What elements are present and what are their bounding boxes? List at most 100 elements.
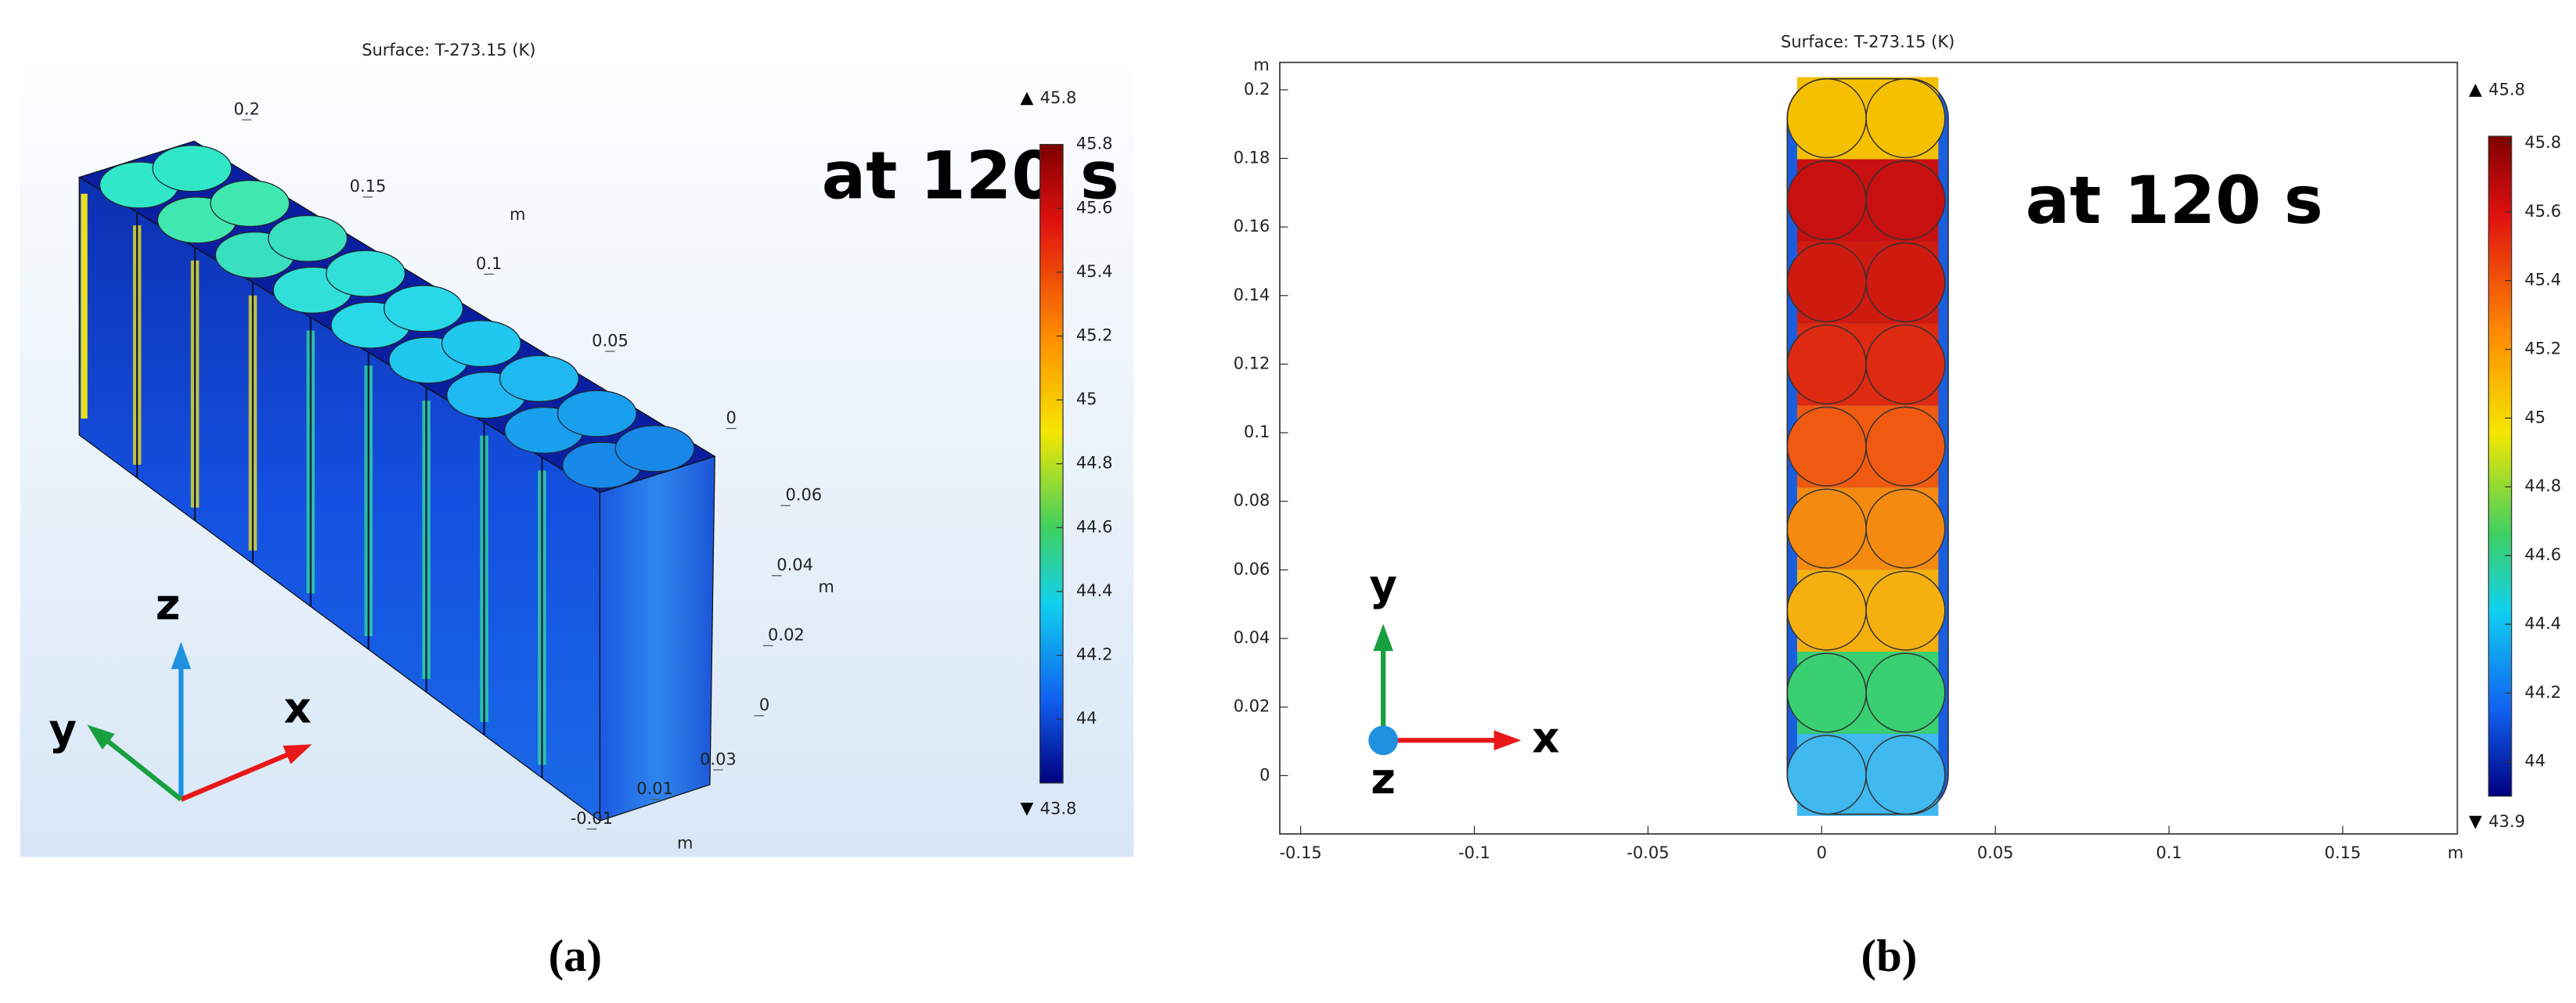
x-axis-unit: m	[2448, 843, 2463, 862]
cell-top	[499, 354, 579, 402]
annotation: at 120 s	[822, 138, 1119, 214]
annotation: at 120 s	[2026, 162, 2323, 239]
cell	[1865, 488, 1946, 569]
cell	[1865, 77, 1946, 159]
y-tick-label: 0.12	[1234, 354, 1270, 372]
triad-label: y	[1369, 559, 1397, 609]
triad-label: z	[156, 579, 181, 629]
y-tick-label: 0.06	[1234, 559, 1270, 578]
y-tick-label: 0.16	[1234, 217, 1270, 235]
axis-tick-label: 0.15	[350, 177, 387, 196]
min-marker	[2469, 815, 2482, 829]
triad-origin	[1368, 725, 1399, 756]
triad-axis-head	[1373, 624, 1393, 652]
caption: (a)	[549, 930, 603, 981]
y-tick-label: 0.2	[1244, 80, 1270, 99]
cell	[1786, 160, 1867, 241]
colorbar-tick-label: 45.4	[2524, 271, 2561, 289]
cell	[1786, 324, 1867, 404]
colorbar-tick-label: 44	[1076, 709, 1097, 728]
colorbar-tick-label: 44.6	[1076, 517, 1113, 536]
x-tick-label: 0.05	[1977, 843, 2014, 862]
axis-tick-label: 0.03	[700, 750, 737, 768]
axis-tick-label: 0	[726, 408, 737, 427]
x-tick-label: -0.15	[1280, 843, 1322, 862]
colorbar-tick-label: 44.2	[2524, 683, 2561, 702]
cell	[1865, 324, 1946, 404]
colorbar-tick-label: 44.6	[2524, 545, 2561, 564]
axis-tick-label: 0.1	[476, 254, 502, 273]
cell	[1786, 652, 1867, 733]
max-marker	[2469, 84, 2482, 97]
cell	[1865, 570, 1946, 651]
triad-label: z	[1371, 753, 1396, 803]
triad-axis-head	[1493, 730, 1522, 751]
colorbar-tick-label: 45.2	[2524, 340, 2561, 358]
colorbar-tick-label: 44	[2524, 752, 2545, 771]
colorbar-tick-label: 44.4	[1076, 581, 1113, 600]
min-marker	[1020, 803, 1034, 816]
panel-title: Surface: T-273.15 (K)	[362, 41, 535, 59]
colorbar-tick-label: 45	[1076, 390, 1097, 408]
colorbar-tick-label: 45.4	[1076, 262, 1113, 281]
triad-axis-head	[171, 642, 192, 670]
cell-top	[384, 285, 463, 333]
triad-axis-head	[283, 744, 312, 764]
cell-top	[152, 145, 232, 192]
colorbar-max-label: 45.8	[2488, 80, 2525, 99]
colorbar-tick-label: 44.4	[2524, 614, 2561, 633]
x-tick-label: 0	[1817, 843, 1827, 862]
axis-unit: m	[677, 833, 693, 852]
axis-tick-label: 0.02	[768, 626, 805, 645]
triad-axis	[180, 744, 307, 802]
x-tick-label: 0.1	[2156, 843, 2181, 862]
max-marker	[1020, 92, 1034, 106]
colorbar-tick-label: 45.8	[2524, 133, 2561, 152]
panel-title: Surface: T-273.15 (K)	[1781, 33, 1955, 52]
y-tick-label: 0.14	[1234, 286, 1270, 304]
axis-tick-label: 0.06	[785, 486, 822, 505]
cell	[1865, 406, 1946, 487]
cell-top	[210, 180, 290, 228]
x-tick-label: -0.05	[1627, 843, 1669, 862]
axis-tick-label: 0.2	[234, 100, 260, 119]
colorbar	[2488, 135, 2513, 797]
axis-tick-label: 0.04	[776, 555, 813, 574]
y-tick-label: 0.1	[1244, 422, 1270, 441]
pack-end-face	[599, 455, 715, 821]
colorbar-tick-label: 44.2	[1076, 645, 1113, 664]
axis-unit: m	[510, 205, 525, 224]
triad-label: y	[49, 704, 77, 754]
x-tick-label: 0.15	[2325, 843, 2362, 862]
axis-tick-label: 0.01	[636, 779, 673, 798]
y-tick-label: 0.04	[1234, 628, 1270, 647]
cell-top	[268, 214, 348, 262]
y-tick-label: 0.08	[1234, 491, 1270, 510]
y-tick-label: 0	[1259, 765, 1270, 784]
colorbar-tick-label: 44.8	[2524, 476, 2561, 495]
cell	[1786, 406, 1867, 487]
triad-label: x	[284, 683, 312, 733]
y-tick-label: 0.02	[1234, 697, 1270, 716]
axis-tick-label: -0.01	[571, 809, 613, 828]
colorbar-tick-label: 45.6	[1076, 198, 1113, 217]
axis-tick-label: 0.05	[592, 331, 629, 350]
colorbar-tick-label: 44.8	[1076, 454, 1113, 473]
cell	[1786, 488, 1867, 569]
y-axis-unit: m	[1253, 56, 1269, 74]
y-tick-label: 0.18	[1234, 148, 1270, 167]
cell-top	[557, 390, 637, 437]
cell	[1786, 242, 1867, 322]
colorbar-min-label: 43.8	[1040, 799, 1077, 818]
pack-border	[1786, 77, 1949, 815]
axis-unit: m	[818, 577, 834, 596]
cell	[1865, 242, 1946, 322]
cell	[1786, 570, 1867, 651]
colorbar-max-label: 45.8	[1040, 88, 1077, 107]
colorbar-tick-label: 45.2	[1076, 326, 1113, 345]
x-tick-label: -0.1	[1458, 843, 1490, 862]
triad-axis-head	[87, 724, 115, 750]
caption: (b)	[1861, 930, 1918, 981]
